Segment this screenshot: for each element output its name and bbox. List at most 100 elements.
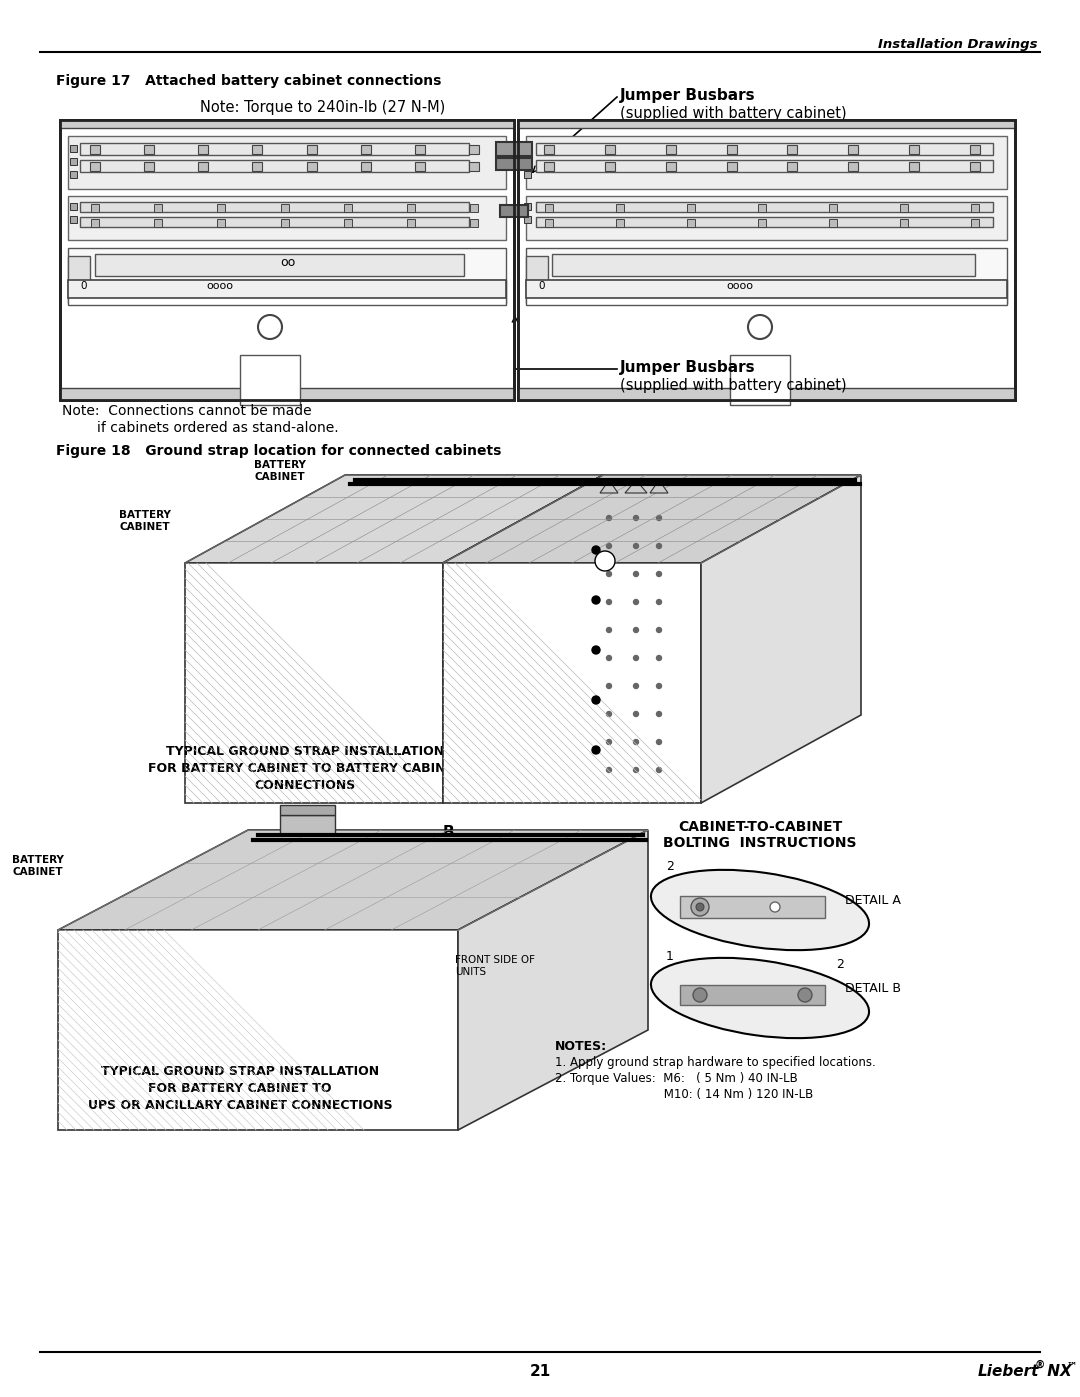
Text: M10: ( 14 Nm ) 120 IN-LB: M10: ( 14 Nm ) 120 IN-LB [555, 1088, 813, 1101]
Bar [665, 162, 676, 170]
Bar [68, 256, 90, 286]
Bar [199, 162, 208, 170]
Circle shape [592, 597, 600, 604]
Bar [415, 162, 424, 170]
Circle shape [634, 711, 638, 717]
Circle shape [592, 645, 600, 654]
Bar [848, 145, 859, 154]
Bar [80, 161, 469, 172]
Text: 2: 2 [666, 861, 674, 873]
Text: BATTERY
CABINET: BATTERY CABINET [119, 510, 171, 532]
Text: NOTES:: NOTES: [555, 1039, 607, 1053]
Bar [80, 203, 469, 212]
Bar [524, 217, 531, 224]
Bar [518, 120, 1015, 129]
Text: 0: 0 [538, 281, 544, 291]
Text: Note: Torque to 240in-lb (27 N-M): Note: Torque to 240in-lb (27 N-M) [200, 101, 445, 115]
Bar [281, 204, 288, 212]
Circle shape [634, 683, 638, 689]
Circle shape [592, 746, 600, 754]
Bar [407, 219, 415, 226]
Bar [848, 162, 859, 170]
Circle shape [634, 627, 638, 633]
Circle shape [770, 902, 780, 912]
Circle shape [607, 627, 611, 633]
Text: NX: NX [1042, 1363, 1071, 1379]
Text: FRONT SIDE OF
UNITS: FRONT SIDE OF UNITS [455, 624, 535, 647]
Bar [469, 162, 480, 170]
Bar [518, 388, 1015, 400]
Bar [526, 196, 1007, 240]
Circle shape [607, 683, 611, 689]
Text: 1. Apply ground strap hardware to specified locations.: 1. Apply ground strap hardware to specif… [555, 1056, 876, 1069]
Bar [616, 204, 624, 212]
Circle shape [634, 571, 638, 577]
Bar [665, 145, 676, 154]
Circle shape [691, 898, 708, 916]
Circle shape [607, 655, 611, 661]
Bar [552, 254, 975, 277]
Bar [415, 145, 424, 154]
Bar [536, 161, 993, 172]
Bar [605, 145, 615, 154]
Bar [407, 204, 415, 212]
Bar [526, 136, 1007, 189]
Bar [144, 145, 154, 154]
Bar [280, 814, 335, 835]
Text: REFERENCE OF: REFERENCE OF [680, 478, 765, 488]
Bar [80, 142, 469, 155]
Bar [727, 162, 737, 170]
Text: Jumper Busbars: Jumper Busbars [620, 360, 756, 374]
Bar [496, 142, 532, 156]
Bar [95, 254, 464, 277]
Bar [469, 145, 480, 154]
Text: oooo: oooo [206, 281, 233, 291]
Circle shape [258, 314, 282, 339]
Bar [90, 145, 100, 154]
Bar [909, 162, 919, 170]
Bar [526, 279, 1007, 305]
Circle shape [657, 739, 661, 745]
Text: CONNECTED CABINETS: CONNECTED CABINETS [680, 504, 809, 514]
Text: 21: 21 [529, 1363, 551, 1379]
Text: CABINET-TO-CABINET: CABINET-TO-CABINET [678, 820, 842, 834]
Circle shape [634, 767, 638, 773]
Polygon shape [458, 830, 648, 1130]
Circle shape [657, 599, 661, 605]
Bar [680, 985, 825, 1004]
Bar [680, 895, 825, 918]
Bar [971, 204, 978, 212]
Bar [787, 162, 797, 170]
Bar [307, 145, 316, 154]
Bar [536, 142, 993, 155]
Circle shape [595, 550, 615, 571]
Polygon shape [650, 481, 669, 493]
Bar [60, 388, 514, 400]
Bar [496, 158, 532, 170]
Bar [361, 162, 370, 170]
Circle shape [634, 543, 638, 549]
Bar [343, 219, 352, 226]
Text: oooo: oooo [727, 281, 754, 291]
Text: FOR BATTERY CABINET TO: FOR BATTERY CABINET TO [148, 1083, 332, 1095]
Bar [500, 205, 528, 217]
Text: 2: 2 [836, 958, 843, 971]
Circle shape [634, 739, 638, 745]
Bar [650, 495, 669, 795]
Text: TYPICAL GROUND STRAP INSTALLATION: TYPICAL GROUND STRAP INSTALLATION [166, 745, 444, 759]
Bar [524, 203, 531, 210]
Bar [524, 145, 531, 152]
Text: DETAIL B: DETAIL B [845, 982, 901, 995]
Text: ®: ® [1035, 1361, 1045, 1370]
Bar [536, 217, 993, 226]
Bar [68, 279, 507, 305]
Bar [217, 204, 226, 212]
Bar [730, 355, 789, 405]
Bar [545, 204, 553, 212]
Bar [600, 488, 618, 795]
Circle shape [696, 902, 704, 911]
Circle shape [634, 655, 638, 661]
Bar [971, 219, 978, 226]
Bar [900, 204, 908, 212]
Text: BATTERY
CABINET: BATTERY CABINET [254, 460, 306, 482]
